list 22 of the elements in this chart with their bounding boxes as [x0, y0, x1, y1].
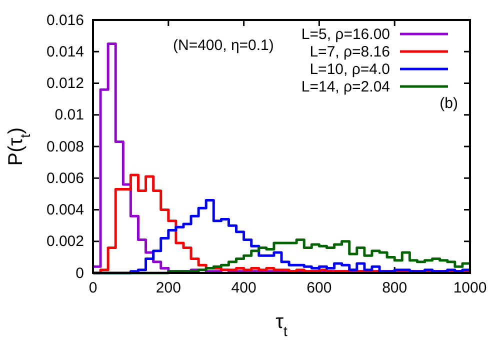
x-tick-label: 1000 — [453, 280, 487, 297]
y-tick-label: 0.016 — [46, 12, 84, 29]
y-tick-label: 0 — [76, 264, 84, 282]
legend-label: L=10, ρ=4.0 — [310, 61, 390, 78]
y-tick-label: 0.006 — [46, 170, 84, 187]
y-tick-label: 0.008 — [46, 138, 84, 156]
annotation: (b) — [440, 95, 458, 112]
x-tick-label: 600 — [306, 280, 332, 297]
x-tick-label: 800 — [382, 280, 408, 297]
y-tick-label: 0.014 — [46, 43, 84, 60]
y-tick-label: 0.002 — [46, 233, 84, 250]
x-tick-label: 200 — [156, 280, 181, 297]
y-tick-label: 0.012 — [46, 75, 84, 92]
x-tick-label: 400 — [231, 280, 256, 297]
legend-label: L=14, ρ=2.04 — [301, 78, 390, 96]
annotation: (N=400, η=0.1) — [173, 37, 274, 54]
legend-label: L=5, ρ=16.00 — [301, 26, 390, 43]
y-tick-label: 0.004 — [46, 202, 84, 219]
x-axis-title: τ$_{t}$ — [276, 311, 288, 339]
x-tick-label: 0 — [88, 280, 98, 297]
legend-label: L=7, ρ=8.16 — [310, 44, 390, 60]
y-tick-label: 0.01 — [54, 106, 84, 124]
